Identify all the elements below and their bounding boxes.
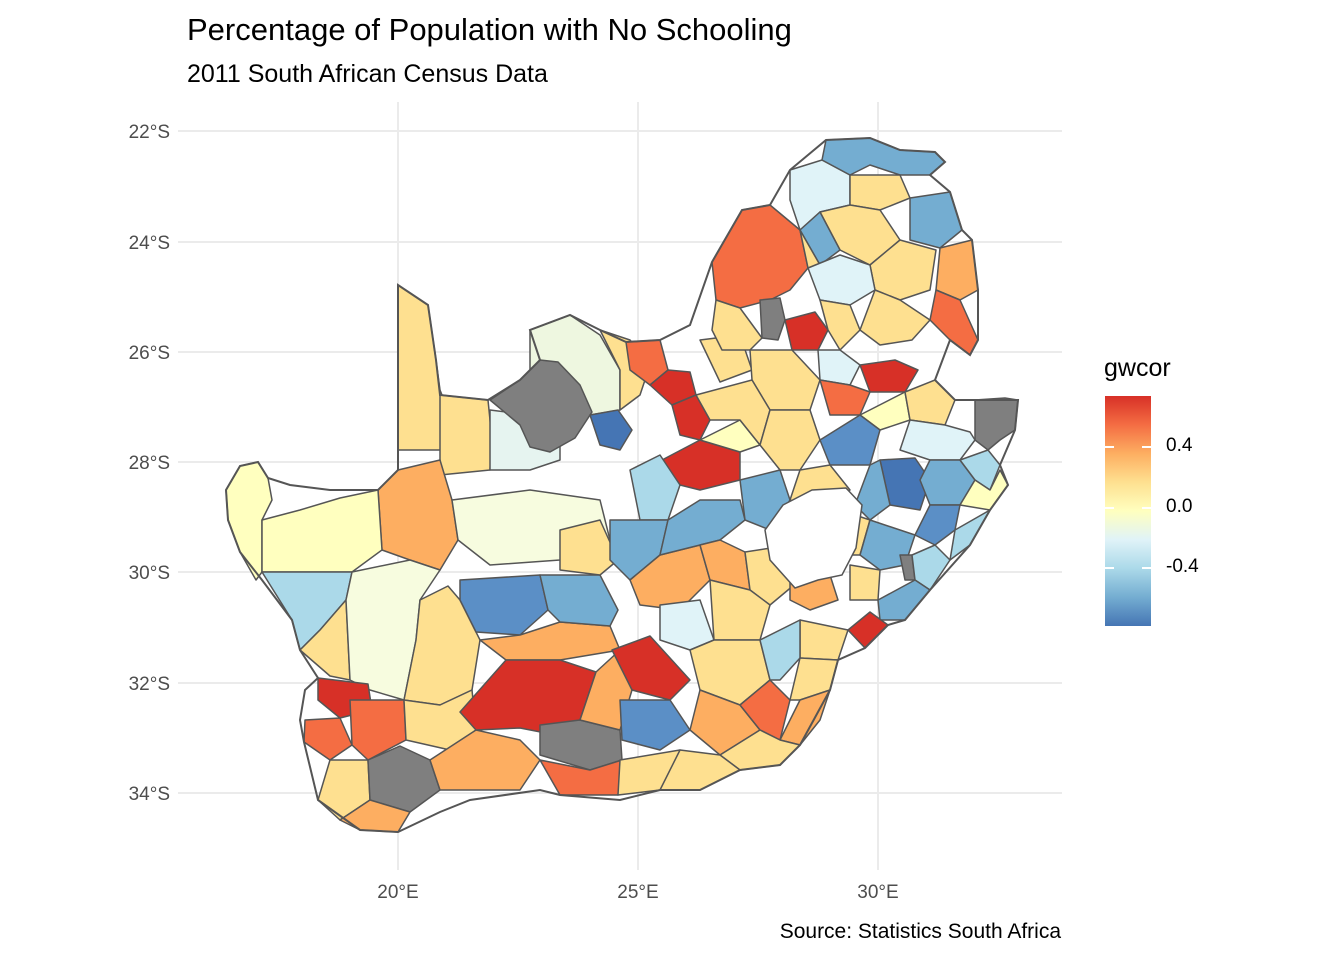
region-polygon-na [974, 397, 1019, 451]
region-polygon [303, 717, 353, 761]
legend-title: gwcor [1104, 354, 1171, 382]
region-polygon [859, 359, 919, 393]
country-outline [224, 136, 1020, 834]
region-polygon [671, 394, 711, 441]
region-polygon [649, 369, 697, 406]
region-polygon [819, 379, 871, 416]
legend-label: 0.0 [1166, 496, 1193, 517]
legend-colorbar [1105, 396, 1151, 626]
region-polygon [784, 311, 829, 351]
region-polygon [739, 679, 791, 741]
x-axis-ticks: 20°E 25°E 30°E [377, 882, 898, 903]
region-polygon [709, 579, 771, 641]
y-tick-label: 32°S [129, 674, 170, 695]
legend-label: -0.4 [1166, 556, 1199, 577]
y-tick-label: 30°S [129, 563, 170, 584]
region-polygon [559, 519, 619, 576]
x-tick-label: 20°E [377, 882, 418, 903]
y-axis-ticks: 22°S 24°S 26°S 28°S 30°S 32°S 34°S [129, 122, 170, 805]
lesotho-enclave [764, 487, 863, 589]
y-tick-label: 24°S [129, 233, 170, 254]
y-tick-label: 22°S [129, 122, 170, 143]
region-polygon [711, 299, 763, 351]
region-polygon [439, 394, 493, 476]
region-polygon [397, 284, 447, 451]
legend-tick-mark [1105, 567, 1114, 569]
region-polygon [659, 499, 746, 556]
region-polygon [929, 289, 979, 356]
region-polygon [261, 489, 383, 573]
region-polygon [859, 289, 931, 346]
region-polygon-na [759, 297, 786, 341]
legend-label: 0.4 [1166, 435, 1193, 456]
y-tick-label: 28°S [129, 453, 170, 474]
legend-tick-mark [1105, 446, 1114, 448]
region-polygon [849, 174, 911, 211]
region-polygon [899, 419, 976, 461]
region-polygon [589, 409, 633, 451]
region-polygon [611, 635, 691, 701]
legend-tick-mark [1142, 567, 1151, 569]
region-polygon [909, 191, 963, 249]
region-polygon [819, 414, 881, 466]
chart-subtitle: 2011 South African Census Data [187, 60, 548, 88]
region-polygon [629, 454, 681, 521]
region-polygon [789, 657, 839, 701]
chart-title: Percentage of Population with No Schooli… [187, 12, 792, 47]
y-tick-label: 26°S [129, 343, 170, 364]
region-polygon [349, 699, 407, 761]
region-polygon [914, 504, 961, 546]
region-polygon [459, 574, 549, 636]
region-polygon [904, 379, 956, 426]
region-polygon [819, 299, 861, 351]
region-polygon [799, 619, 849, 661]
x-tick-label: 30°E [857, 882, 898, 903]
region-polygon [759, 619, 801, 681]
region-polygon [539, 574, 619, 627]
y-tick-label: 34°S [129, 784, 170, 805]
region-polygon [429, 729, 541, 791]
region-polygon [959, 449, 1001, 491]
legend-tick-mark [1142, 446, 1151, 448]
region-polygon [659, 599, 715, 651]
x-tick-label: 25°E [617, 882, 658, 903]
region-polygon [377, 459, 459, 571]
region-polygon [935, 239, 979, 301]
region-polygon [619, 699, 691, 751]
source-caption: Source: Statistics South Africa [779, 920, 1061, 943]
region-polygon [849, 564, 881, 601]
region-polygon [854, 459, 891, 521]
region-polygon [711, 204, 809, 309]
region-polygon [817, 349, 861, 386]
legend-tick-mark [1142, 507, 1151, 509]
legend-tick-mark [1105, 507, 1114, 509]
